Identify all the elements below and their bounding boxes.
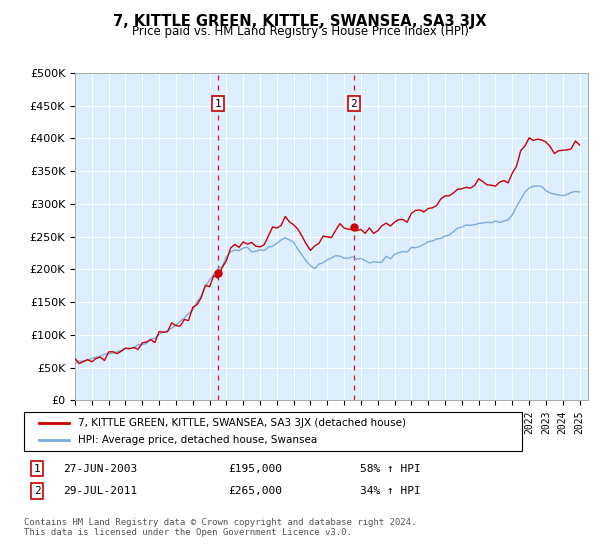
Text: 34% ↑ HPI: 34% ↑ HPI [360,486,421,496]
Text: 1: 1 [215,99,221,109]
Text: 2: 2 [34,486,41,496]
Text: 2: 2 [350,99,357,109]
Text: Price paid vs. HM Land Registry's House Price Index (HPI): Price paid vs. HM Land Registry's House … [131,25,469,38]
Text: 27-JUN-2003: 27-JUN-2003 [63,464,137,474]
Text: 7, KITTLE GREEN, KITTLE, SWANSEA, SA3 3JX: 7, KITTLE GREEN, KITTLE, SWANSEA, SA3 3J… [113,14,487,29]
Text: 29-JUL-2011: 29-JUL-2011 [63,486,137,496]
Text: 7, KITTLE GREEN, KITTLE, SWANSEA, SA3 3JX (detached house): 7, KITTLE GREEN, KITTLE, SWANSEA, SA3 3J… [78,418,406,428]
Text: HPI: Average price, detached house, Swansea: HPI: Average price, detached house, Swan… [78,435,317,445]
Text: Contains HM Land Registry data © Crown copyright and database right 2024.
This d: Contains HM Land Registry data © Crown c… [24,518,416,538]
Text: £195,000: £195,000 [228,464,282,474]
Text: £265,000: £265,000 [228,486,282,496]
Text: 58% ↑ HPI: 58% ↑ HPI [360,464,421,474]
Text: 1: 1 [34,464,41,474]
